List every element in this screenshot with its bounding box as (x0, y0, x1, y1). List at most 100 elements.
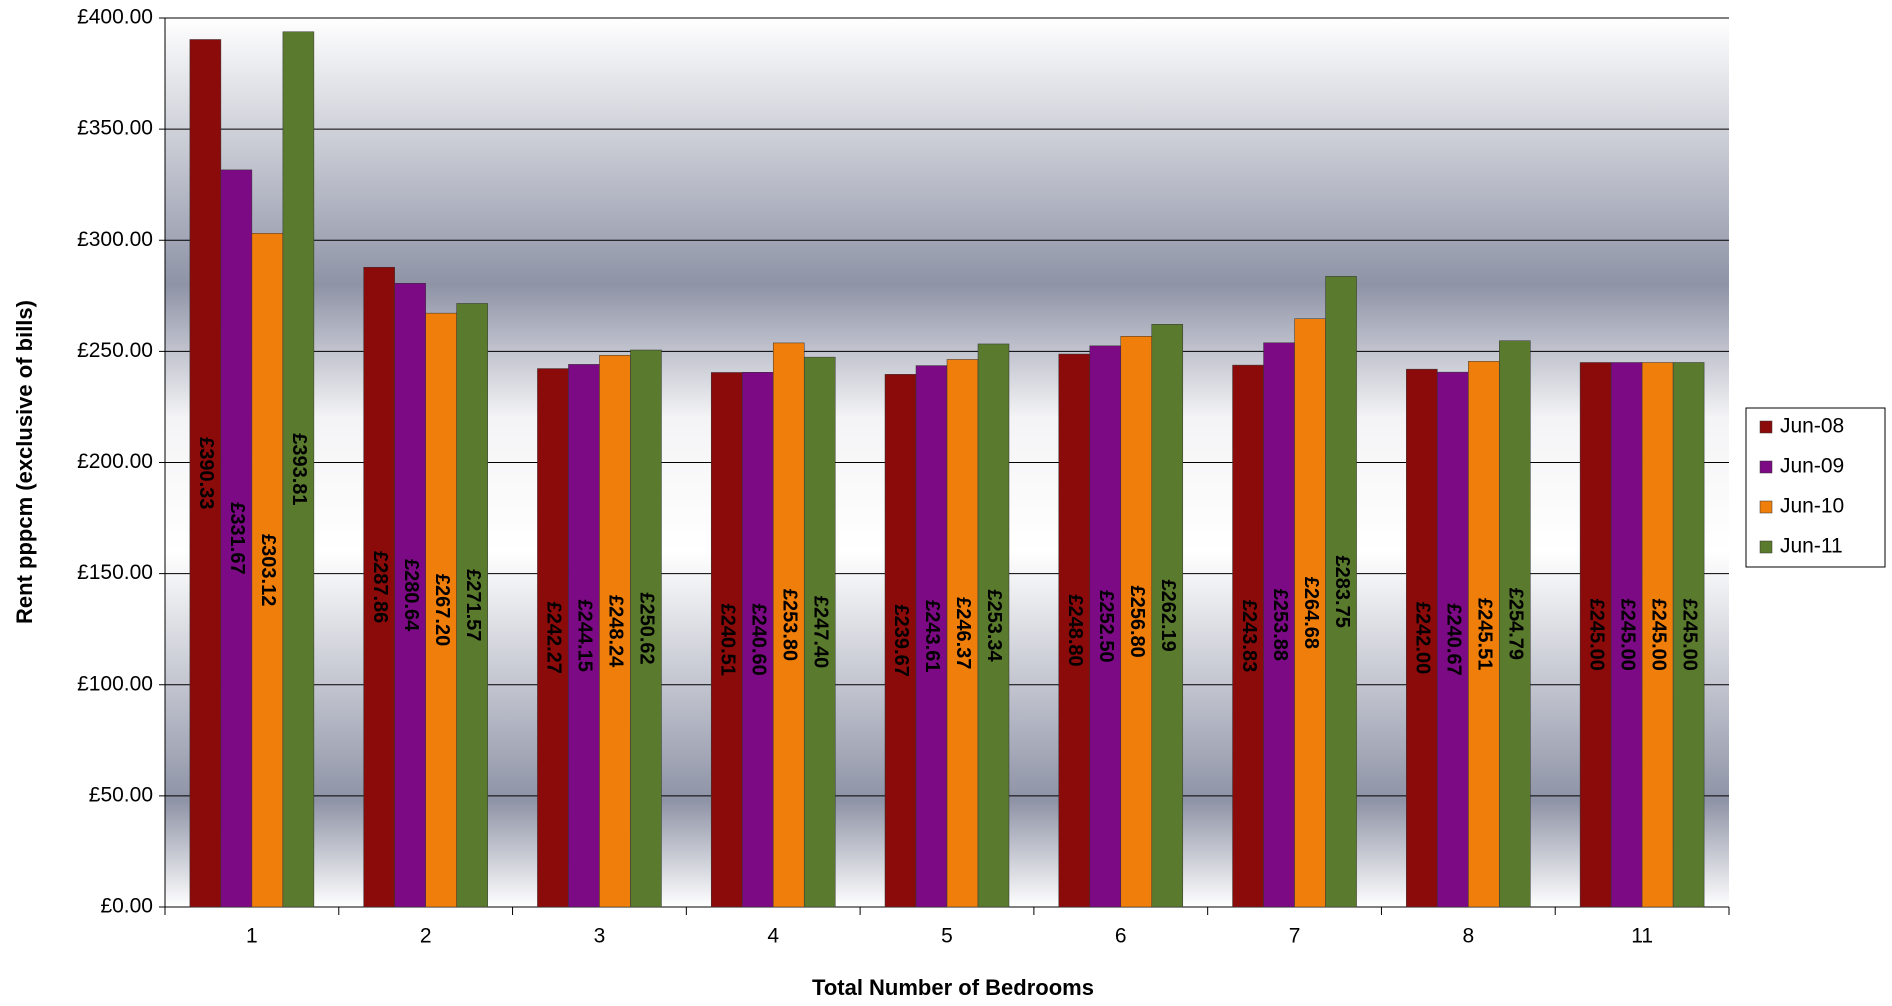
bar (220, 169, 253, 908)
bar (977, 343, 1010, 908)
bar (1499, 340, 1531, 908)
y-tick-label: £0.00 (100, 895, 153, 918)
value-label: £253.34 (983, 589, 1005, 662)
value-label: £393.81 (288, 433, 310, 505)
y-tick-label: £350.00 (77, 117, 153, 140)
value-label: £250.62 (636, 592, 658, 664)
bar (1089, 345, 1122, 908)
x-tick-label: 5 (941, 925, 953, 948)
value-label: £245.51 (1474, 598, 1496, 670)
value-label: £283.75 (1331, 556, 1353, 628)
y-tick-label: £50.00 (89, 783, 153, 806)
bar (1151, 324, 1184, 908)
value-label: £245.00 (1585, 599, 1607, 671)
value-label: £248.80 (1064, 594, 1086, 666)
value-label: £247.40 (809, 596, 831, 668)
bar (363, 266, 395, 908)
bar (1610, 362, 1643, 908)
value-label: £390.33 (195, 437, 217, 509)
value-label: £244.15 (574, 600, 596, 672)
value-label: £243.83 (1238, 600, 1260, 672)
bar (1406, 368, 1438, 908)
bar (251, 233, 284, 908)
x-tick-label: 1 (246, 925, 258, 948)
y-tick-label: £100.00 (77, 672, 153, 695)
x-tick-label: 6 (1115, 925, 1127, 948)
bar (915, 365, 948, 908)
y-tick-label: £200.00 (77, 450, 153, 473)
bar (1672, 362, 1705, 908)
y-axis-title: Rent pppcm (exclusive of bills) (12, 300, 37, 624)
value-label: £267.20 (431, 574, 453, 646)
value-label: £280.64 (400, 559, 422, 632)
x-axis-title: Total Number of Bedrooms (812, 975, 1094, 1000)
bar (189, 39, 222, 908)
y-tick-label: £400.00 (77, 6, 153, 29)
bar (772, 342, 805, 908)
value-label: £245.00 (1616, 599, 1638, 671)
bar (946, 359, 979, 908)
value-label: £239.67 (890, 605, 912, 677)
value-label: £331.67 (226, 502, 248, 574)
legend-swatch (1759, 500, 1773, 514)
legend (1745, 407, 1886, 568)
value-label: £287.86 (369, 551, 391, 623)
bar (1294, 318, 1326, 908)
bar (741, 372, 774, 908)
bar (1232, 364, 1264, 908)
legend-label: Jun-09 (1780, 455, 1844, 478)
bar (282, 31, 315, 908)
value-label: £262.19 (1157, 579, 1179, 651)
value-label: £303.12 (257, 534, 279, 606)
bar (1058, 353, 1091, 908)
value-label: £246.37 (952, 597, 974, 669)
x-tick-label: 3 (594, 925, 606, 948)
value-label: £242.00 (1412, 602, 1434, 674)
bar (394, 283, 426, 908)
bar (599, 355, 631, 908)
value-label: £245.00 (1647, 599, 1669, 671)
bar (630, 349, 662, 908)
value-label: £264.68 (1300, 577, 1322, 649)
value-label: £248.24 (605, 595, 627, 668)
legend-label: Jun-11 (1780, 535, 1843, 558)
x-tick-label: 7 (1289, 925, 1301, 948)
y-tick-label: £300.00 (77, 228, 153, 251)
legend-swatch (1759, 420, 1773, 434)
value-label: £240.51 (716, 604, 738, 676)
value-label: £240.60 (747, 603, 769, 675)
value-label: £271.57 (462, 569, 484, 641)
value-label: £252.50 (1095, 590, 1117, 662)
bar (425, 312, 457, 908)
x-tick-label: 8 (1462, 925, 1474, 948)
x-tick-label: 4 (767, 925, 779, 948)
bar (1641, 362, 1674, 908)
legend-label: Jun-08 (1780, 415, 1844, 438)
x-tick-label: 2 (420, 925, 432, 948)
value-label: £253.80 (778, 589, 800, 661)
bar (456, 303, 488, 908)
bar (568, 364, 600, 908)
bar (1579, 362, 1612, 908)
x-tick-label: 11 (1631, 925, 1653, 948)
bar (710, 372, 743, 908)
bar (1437, 371, 1469, 908)
value-label: £245.00 (1678, 599, 1700, 671)
bar (1263, 342, 1295, 908)
value-label: £240.67 (1443, 603, 1465, 675)
bar (884, 374, 917, 908)
bar (1120, 336, 1153, 908)
value-label: £256.80 (1126, 585, 1148, 657)
legend-label: Jun-10 (1780, 495, 1844, 518)
value-label: £254.79 (1505, 588, 1527, 660)
value-label: £243.61 (921, 600, 943, 672)
value-label: £242.27 (543, 602, 565, 674)
bar (803, 356, 836, 908)
y-tick-label: £150.00 (77, 561, 153, 584)
bar (537, 368, 569, 908)
bar (1325, 276, 1357, 908)
value-label: £253.88 (1269, 589, 1291, 661)
legend-swatch (1759, 540, 1773, 554)
